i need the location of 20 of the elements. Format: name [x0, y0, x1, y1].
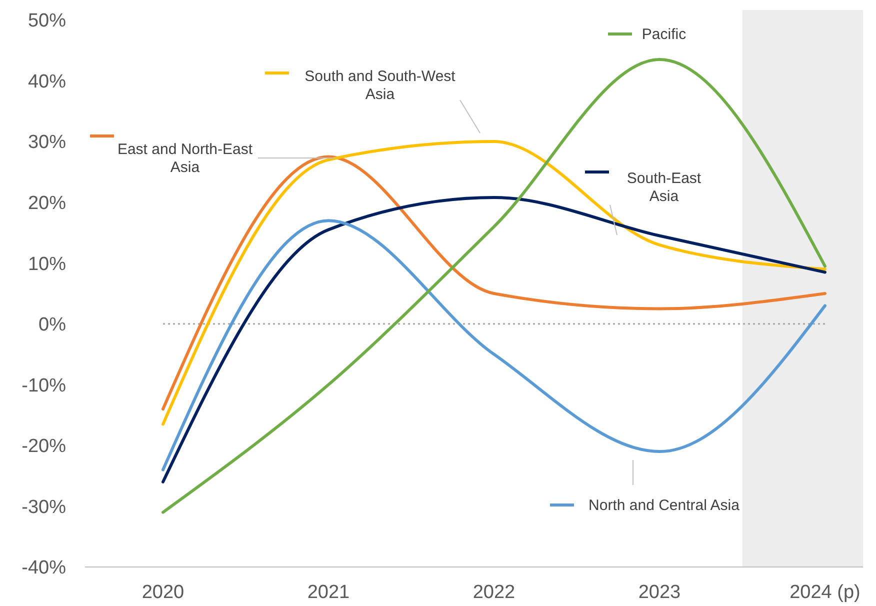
legend-label: South and South-West Asia	[304, 68, 456, 103]
y-tick-label: 20%	[28, 192, 66, 214]
x-tick-label: 2020	[142, 582, 184, 603]
y-tick-label: 10%	[28, 254, 66, 275]
x-tick-label: 2022	[472, 582, 516, 603]
y-tick-label: -20%	[22, 436, 66, 458]
legend-label: Pacific	[642, 26, 687, 43]
x-tick-label: 2021	[307, 582, 350, 603]
series-label: East and North-East Asia	[117, 141, 254, 176]
y-tick-label: 0%	[38, 314, 66, 336]
y-tick-label: 40%	[28, 71, 66, 92]
y-tick-label: 50%	[28, 10, 66, 32]
y-tick-label: -30%	[22, 496, 66, 518]
x-tick-label: 2023	[638, 582, 681, 603]
legend-label: South-East Asia	[626, 170, 702, 205]
y-tick-label: 30%	[28, 132, 66, 154]
y-tick-label: -10%	[22, 375, 66, 396]
legend-label: North and Central Asia	[588, 497, 740, 514]
x-tick-label: 2024 (p)	[790, 582, 860, 603]
y-tick-label: -40%	[22, 558, 66, 579]
